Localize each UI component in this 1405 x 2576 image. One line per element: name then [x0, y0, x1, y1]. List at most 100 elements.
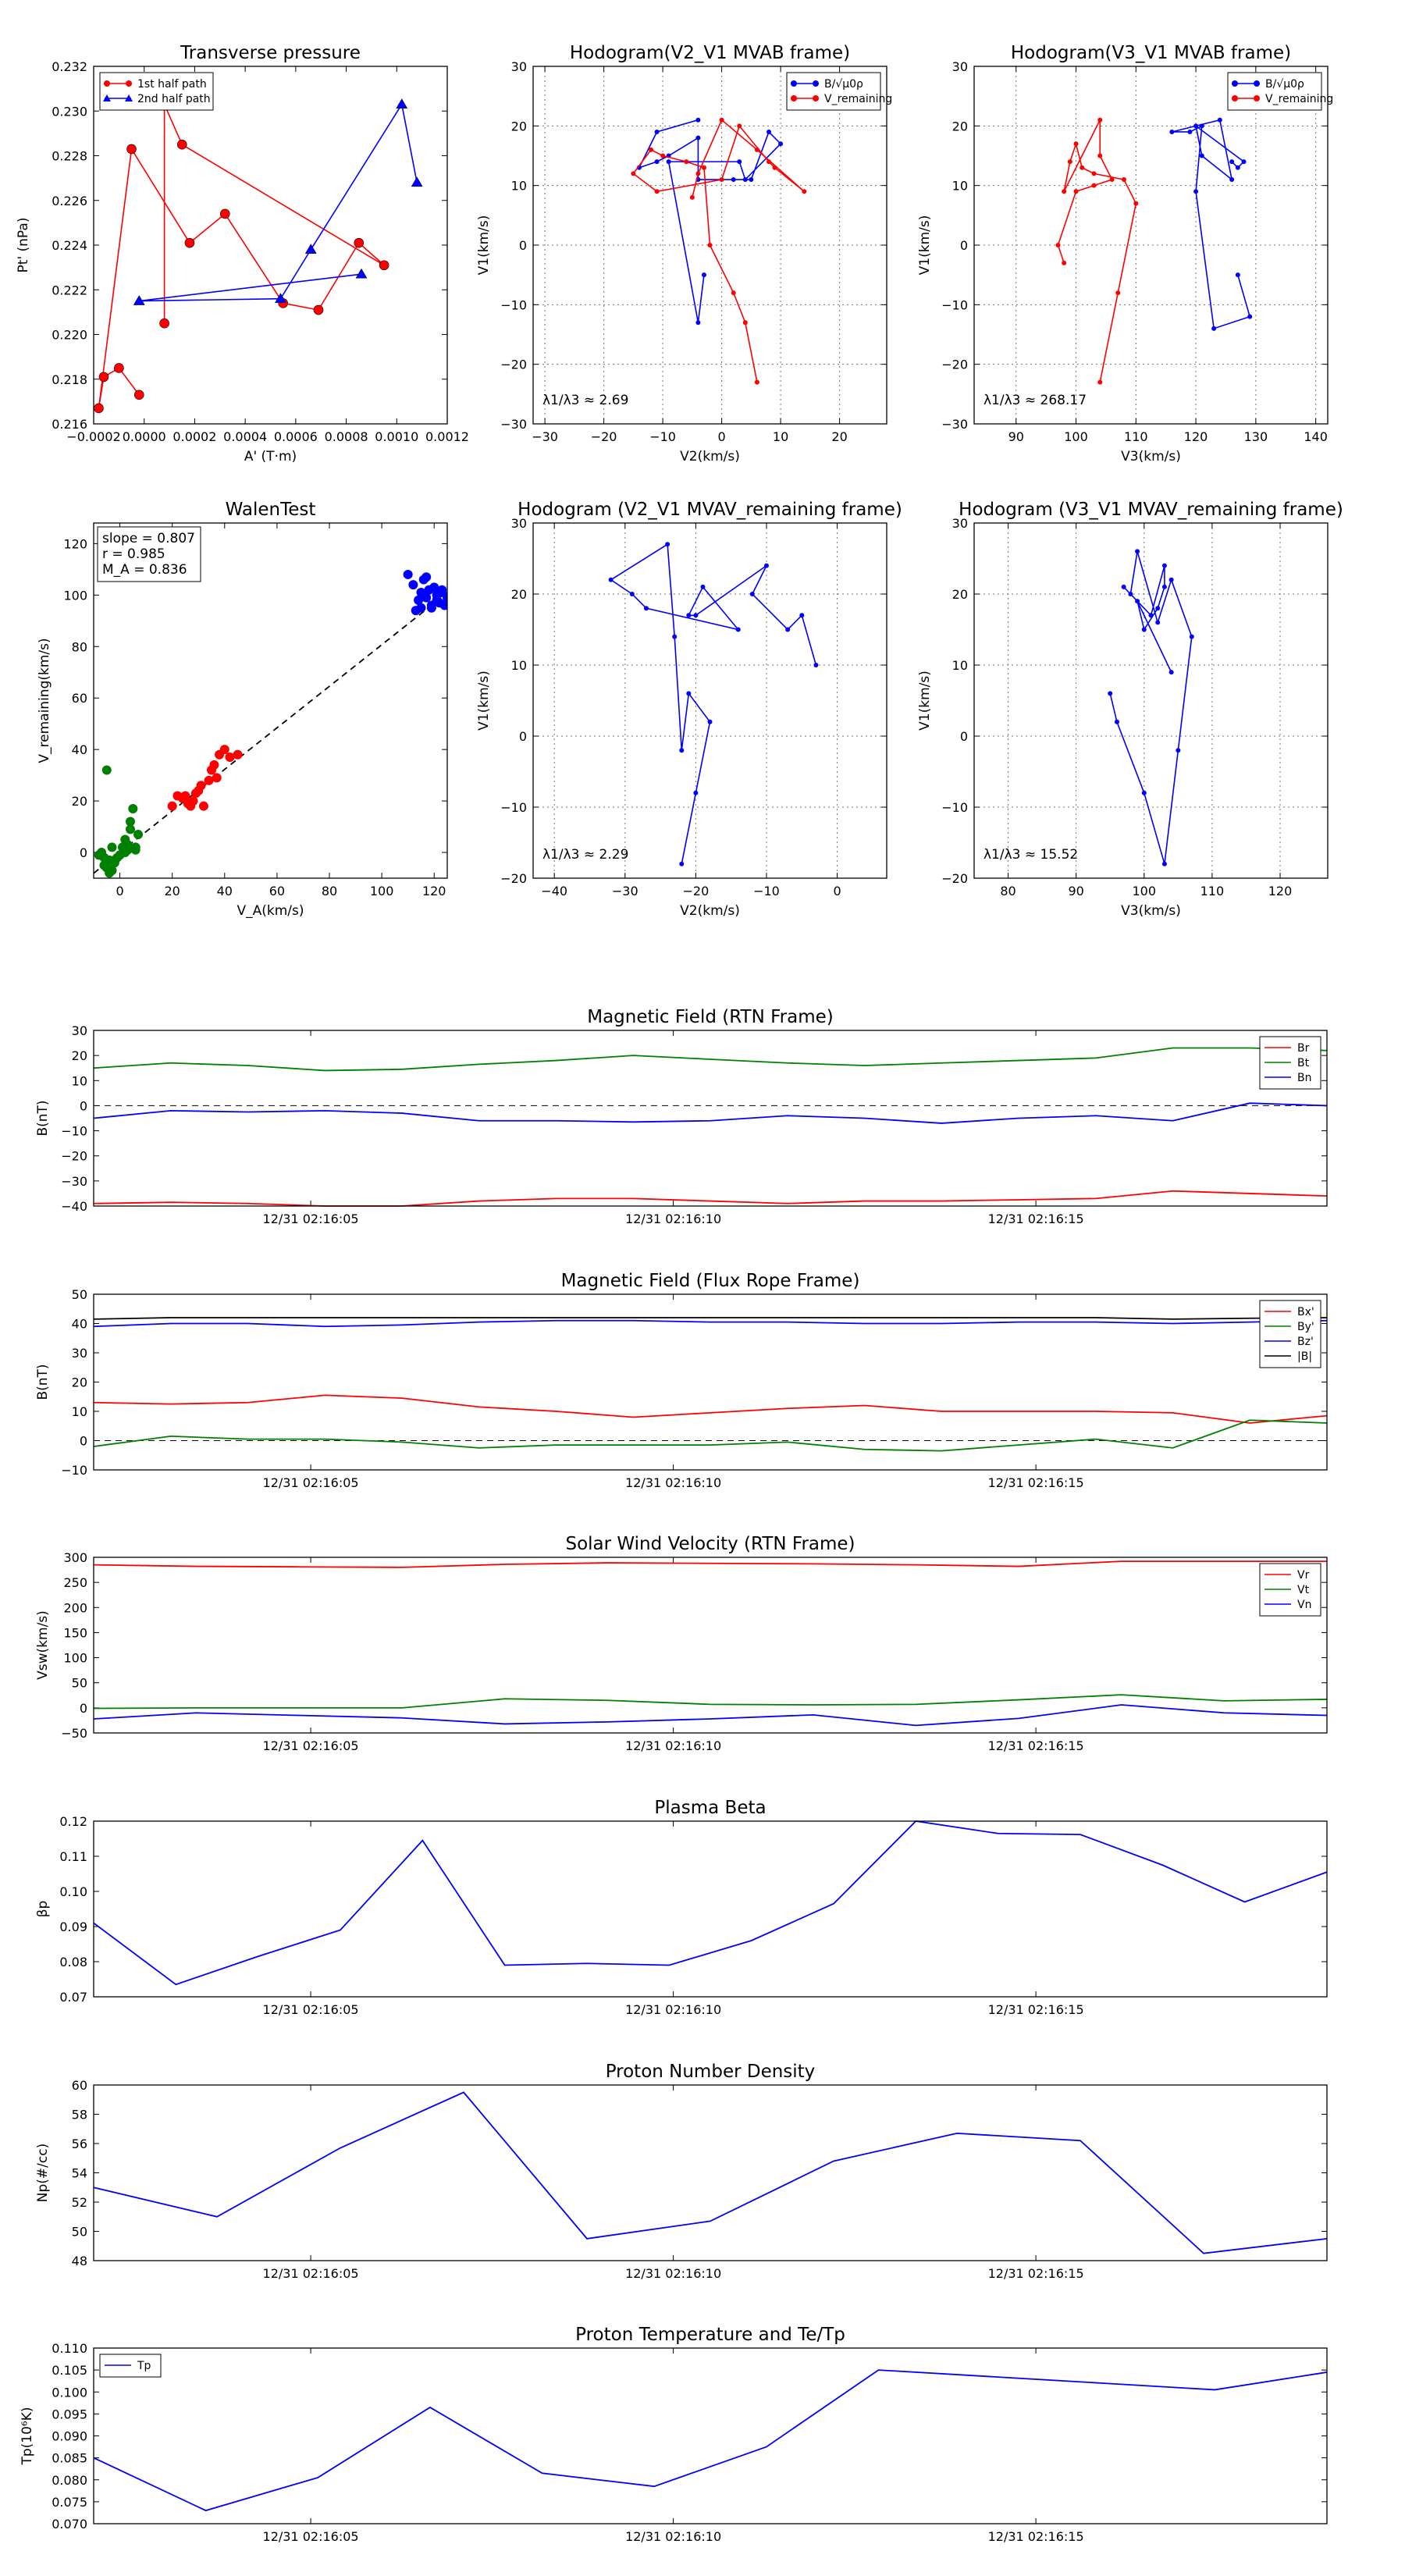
data-point: [1193, 189, 1199, 194]
series-line-Bx': [93, 1394, 1328, 1424]
plot-frame: [93, 1557, 1328, 1734]
legend-marker: [1254, 80, 1260, 87]
data-point: [1155, 606, 1161, 611]
data-point: [1161, 584, 1167, 589]
data-point: [1073, 189, 1079, 194]
x-tick-label: −0.0002: [66, 429, 120, 444]
data-point: [1168, 577, 1174, 582]
fit-line: [94, 592, 447, 874]
legend-label: Vr: [1297, 1569, 1310, 1582]
legend: Bx' By' Bz' |B|: [1259, 1300, 1321, 1368]
series-green: [94, 765, 144, 878]
x-tick-label: 12/31 02:16:10: [625, 1212, 721, 1226]
data-point: [1121, 584, 1126, 589]
data-point: [666, 159, 671, 165]
data-point: [1241, 159, 1247, 165]
y-tick-label: 52: [72, 2195, 87, 2210]
chart-title: Solar Wind Velocity (RTN Frame): [565, 1534, 855, 1554]
series-line-By': [93, 1419, 1328, 1452]
data-point: [123, 840, 133, 850]
y-tick-label: 0.090: [52, 2429, 87, 2444]
data-point: [629, 592, 635, 596]
x-tick-label: −10: [753, 884, 780, 898]
y-tick-label: 56: [72, 2137, 87, 2151]
y-tick-label: 200: [63, 1600, 87, 1615]
y-tick-label: 0: [80, 845, 87, 860]
x-tick-label: −30: [532, 429, 558, 444]
data-point: [749, 592, 755, 596]
data-point: [701, 272, 706, 278]
x-axis-label: V2(km/s): [680, 449, 740, 464]
y-tick-label: 0.230: [52, 104, 87, 119]
x-tick-label: 0.0002: [173, 429, 216, 444]
series-B/√μ0ρ: [1169, 117, 1253, 331]
y-tick-label: 20: [72, 1375, 87, 1390]
data-point: [198, 801, 208, 811]
plot-area: [608, 542, 819, 866]
data-point: [695, 171, 701, 176]
series-line: [1172, 119, 1251, 329]
y-tick-label: 0: [80, 1098, 87, 1113]
y-tick-label: −40: [61, 1199, 87, 1214]
series-line-0: [93, 2091, 1328, 2254]
chart-title: Hodogram(V3_V1 MVAB frame): [1011, 43, 1291, 63]
data-point: [813, 663, 819, 667]
x-tick-label: 12/31 02:16:15: [988, 2529, 1084, 2544]
data-point: [1161, 563, 1167, 568]
y-tick-label: 30: [511, 59, 527, 74]
data-point: [689, 194, 695, 200]
data-point: [731, 177, 736, 183]
y-tick-label: 30: [952, 59, 968, 74]
y-tick-label: −20: [61, 1149, 87, 1164]
data-point: [735, 627, 741, 632]
x-axis-label: V3(km/s): [1121, 449, 1181, 464]
y-tick-label: 50: [72, 1287, 87, 1302]
chart-t4: Plasma Beta 0.07 0.08 0.09 0.10 0.11 0.12 12/31…: [35, 1798, 1328, 2017]
data-point: [184, 237, 195, 248]
data-point: [742, 320, 748, 326]
plot-area: [631, 117, 807, 385]
plot-area: [1055, 117, 1253, 385]
data-point: [1187, 129, 1193, 134]
legend-label: By': [1297, 1321, 1314, 1333]
x-tick-label: 12/31 02:16:15: [988, 2266, 1084, 2281]
data-point: [133, 295, 145, 305]
legend-label: |B|: [1297, 1350, 1312, 1363]
x-axis-label: V3(km/s): [1121, 903, 1181, 919]
series-0: [608, 542, 819, 866]
y-tick-label: 0: [960, 729, 968, 744]
ratio-annotation: λ1/λ3 ≈ 2.69: [542, 393, 628, 408]
data-point: [763, 563, 769, 568]
data-point: [437, 585, 447, 595]
x-tick-label: −40: [541, 884, 567, 898]
x-tick-label: 130: [1244, 429, 1268, 444]
y-tick-label: −20: [941, 871, 968, 886]
data-point: [799, 613, 805, 618]
y-tick-label: 100: [63, 1651, 87, 1666]
legend-marker: [126, 80, 132, 87]
data-point: [1161, 861, 1167, 866]
legend-marker: [1232, 80, 1238, 87]
series-line-Vt: [93, 1694, 1328, 1710]
data-point: [275, 293, 286, 303]
data-point: [94, 403, 104, 414]
y-axis-label: Pt' (nPa): [16, 218, 31, 273]
data-point: [443, 592, 447, 603]
series-line-Bz': [93, 1319, 1328, 1328]
data-point: [1121, 177, 1126, 183]
data-point: [1062, 260, 1067, 265]
data-point: [700, 584, 706, 589]
data-point: [731, 290, 736, 296]
series-line: [610, 543, 817, 864]
y-tick-label: 20: [511, 119, 527, 133]
y-tick-label: 40: [72, 742, 87, 757]
data-point: [754, 147, 759, 152]
data-point: [304, 244, 317, 254]
data-point: [660, 153, 666, 158]
legend-label: Br: [1297, 1042, 1310, 1055]
data-point: [379, 260, 389, 271]
y-tick-label: 0.218: [52, 372, 87, 387]
y-tick-label: 10: [72, 1404, 87, 1419]
legend-label: B/√μ0ρ: [824, 78, 863, 91]
y-tick-label: 0.224: [52, 238, 87, 253]
